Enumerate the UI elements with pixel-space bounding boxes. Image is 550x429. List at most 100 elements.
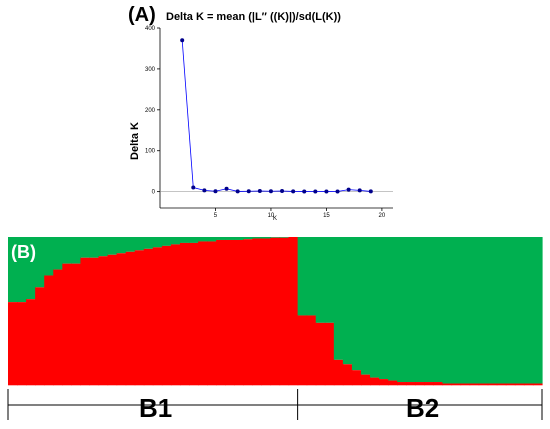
cluster2-bar (324, 237, 335, 323)
cluster1-bar (53, 269, 63, 386)
cluster2-bar (523, 237, 534, 384)
cluster2-bar (496, 237, 507, 384)
cluster2-bar (505, 237, 516, 384)
cluster1-bar (234, 239, 244, 386)
cluster1-bar (514, 383, 525, 386)
delta-k-point (257, 189, 262, 194)
cluster1-bar (216, 239, 226, 386)
chart-a-xlabel: K (273, 216, 278, 222)
cluster1-bar (143, 248, 154, 386)
x-tick-label: 15 (323, 213, 330, 219)
cluster2-bar (8, 237, 18, 303)
cluster2-bar (279, 237, 290, 238)
cluster2-bar (152, 237, 163, 248)
cluster1-bar (505, 383, 516, 386)
cluster1-bar (198, 241, 208, 386)
cluster2-bar (116, 237, 127, 254)
cluster2-bar (315, 237, 326, 323)
cluster1-bar (170, 244, 181, 386)
cluster1-bar (279, 237, 290, 386)
cluster2-bar (234, 237, 244, 240)
cluster1-bar (116, 253, 127, 386)
y-tick-label: 100 (145, 149, 156, 155)
y-tick-label: 300 (145, 67, 156, 73)
x-tick-label: 5 (214, 213, 218, 219)
cluster1-bar (89, 257, 100, 386)
delta-k-point (224, 186, 229, 191)
cluster2-bar (243, 237, 253, 240)
cluster2-bar (107, 237, 118, 255)
cluster1-bar (26, 299, 36, 386)
group-b2-label: B2 (406, 393, 440, 423)
cluster2-bar (388, 237, 398, 381)
cluster2-bar (89, 237, 100, 258)
cluster2-bar (179, 237, 190, 243)
cluster1-bar (460, 383, 471, 386)
cluster1-bar (415, 382, 425, 386)
cluster1-bar (478, 383, 489, 386)
panel-b-label: (B) (11, 242, 36, 262)
cluster1-bar (152, 247, 163, 386)
cluster2-bar (71, 237, 82, 264)
y-tick-label: 0 (152, 190, 156, 196)
cluster2-bar (261, 237, 272, 239)
cluster2-bar (198, 237, 208, 242)
delta-k-point (313, 189, 318, 194)
delta-k-point (180, 38, 185, 43)
delta-k-point (213, 189, 218, 194)
delta-k-point (346, 187, 351, 192)
cluster1-bar (360, 374, 371, 386)
cluster1-bar (80, 257, 91, 386)
cluster2-bar (433, 237, 444, 383)
cluster2-bar (297, 237, 308, 316)
cluster2-bar (161, 237, 172, 246)
cluster2-bar (379, 237, 389, 380)
cluster1-bar (324, 322, 335, 386)
chart-a-title: Delta K = mean (|L″ ((K)|)/sd(L(K)) (166, 11, 341, 23)
delta-k-point (202, 188, 207, 193)
delta-k-point (368, 189, 373, 194)
cluster2-bar (451, 237, 462, 384)
x-tick-label: 20 (379, 213, 386, 219)
cluster2-bar (442, 237, 453, 384)
cluster1-bar (342, 364, 353, 386)
cluster1-bar (125, 251, 136, 386)
cluster2-bar (207, 237, 217, 242)
delta-k-point (235, 189, 240, 194)
cluster2-bar (469, 237, 480, 384)
cluster1-bar (62, 263, 72, 386)
delta-k-point (302, 189, 307, 194)
delta-k-point (280, 189, 285, 194)
cluster1-bar (397, 382, 407, 386)
cluster1-bar (179, 242, 190, 386)
cluster2-bar (17, 237, 27, 303)
cluster1-bar (451, 383, 462, 386)
cluster2-bar (478, 237, 489, 384)
cluster2-bar (225, 237, 235, 240)
cluster2-bar (342, 237, 353, 365)
cluster1-bar (424, 382, 434, 386)
cluster1-bar (189, 242, 199, 386)
cluster1-bar (243, 239, 253, 386)
cluster1-bar (379, 379, 389, 386)
cluster2-bar (35, 237, 45, 288)
cluster2-bar (62, 237, 72, 264)
panel-a-label: (A) (128, 4, 156, 26)
cluster1-bar (306, 315, 317, 386)
cluster1-bar (161, 245, 172, 386)
cluster2-bar (80, 237, 91, 258)
y-tick-label: 400 (145, 26, 156, 32)
cluster1-bar (8, 302, 18, 386)
y-tick-label: 200 (145, 108, 156, 114)
cluster2-bar (424, 237, 434, 383)
cluster2-bar (397, 237, 407, 383)
cluster2-bar (333, 237, 344, 360)
cluster1-bar (333, 359, 344, 386)
cluster1-bar (297, 315, 308, 386)
cluster1-bar (98, 256, 109, 386)
cluster2-bar (26, 237, 36, 300)
delta-k-point (324, 189, 329, 194)
cluster2-bar (143, 237, 154, 249)
cluster2-bar (98, 237, 109, 257)
cluster1-bar (388, 380, 398, 386)
